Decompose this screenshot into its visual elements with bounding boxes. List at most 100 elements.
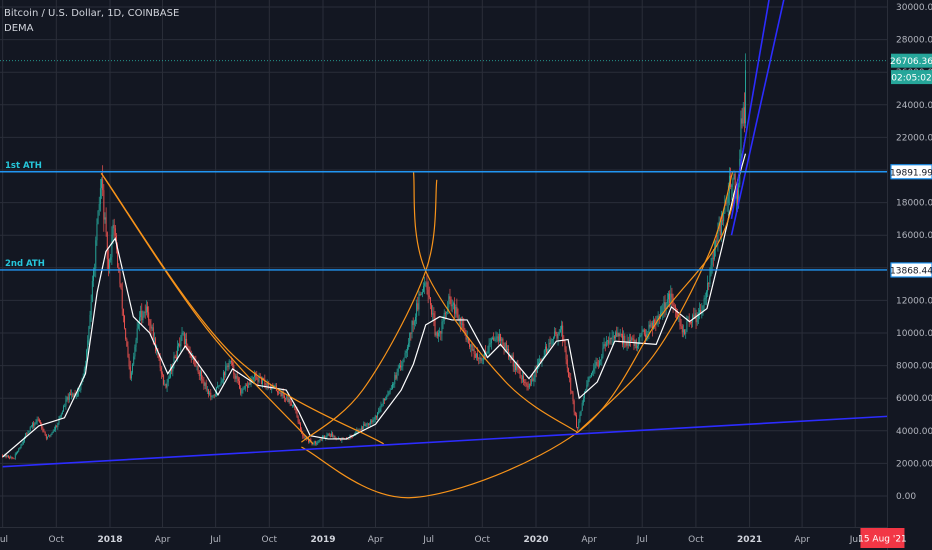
candle-body (557, 334, 559, 339)
price-label-bg (891, 53, 932, 68)
candle-body (314, 441, 316, 444)
candle-body (527, 386, 529, 388)
candle-body (288, 398, 290, 403)
candle-body (651, 322, 653, 329)
candle-body (304, 437, 306, 439)
candle-body (239, 380, 240, 389)
candle-body (458, 317, 460, 319)
candle-body (689, 322, 691, 323)
candle-body (7, 455, 9, 458)
candle-body (435, 332, 437, 336)
candle-body (528, 383, 530, 388)
candle-body (365, 425, 367, 427)
candle-body (285, 397, 286, 399)
candle-body (87, 340, 89, 351)
candle-body (254, 373, 255, 378)
candle-body (682, 329, 684, 333)
y-tick-label: 2000.00 (896, 459, 932, 469)
candle-body (366, 423, 368, 426)
candle-body (145, 306, 147, 313)
candle-body (375, 415, 377, 418)
candle-body (185, 338, 186, 345)
candle-body (318, 440, 320, 443)
candle-body (597, 365, 599, 367)
candle-body (743, 107, 745, 124)
candle-body (190, 354, 192, 358)
candle-body (208, 389, 209, 395)
candle-body (369, 423, 370, 425)
candle-body (42, 428, 44, 432)
candle-body (577, 427, 579, 428)
candle-body (579, 414, 581, 422)
candle-body (612, 336, 614, 338)
x-tick-label: Apr (155, 535, 171, 545)
candle-body (36, 419, 38, 423)
candle-body (720, 220, 722, 236)
candle-body (402, 362, 404, 367)
candle-body (531, 378, 533, 384)
candle-body (450, 298, 452, 307)
candle-body (403, 357, 405, 363)
candle-body (201, 371, 203, 380)
candle-body (496, 336, 498, 339)
candle-body (224, 372, 226, 376)
price-label-text: 13868.44 (890, 266, 932, 276)
candle-body (356, 430, 358, 434)
candle-body (524, 381, 526, 383)
candle-body (182, 332, 184, 334)
candle-body (645, 334, 646, 338)
candle-body (99, 188, 101, 204)
candle-body (454, 303, 456, 314)
candle-body (425, 282, 427, 284)
candle-body (459, 317, 461, 325)
candle-body (258, 376, 260, 382)
candle-body (162, 373, 163, 375)
candle-body (551, 339, 553, 341)
candle-body (685, 331, 687, 335)
candle-body (554, 331, 556, 338)
candle-body (76, 392, 78, 395)
candle-body (440, 331, 442, 334)
candle-body (497, 336, 499, 341)
candle-body (398, 365, 400, 369)
candle-body (737, 187, 738, 208)
candle-body (653, 319, 654, 329)
price-label-countdown: 02:05:02 (891, 70, 932, 85)
candle-body (183, 332, 185, 345)
candle-body (472, 349, 474, 351)
candle-body (534, 369, 536, 378)
candle-body (139, 317, 140, 324)
candle-body (113, 224, 115, 229)
candle-body (228, 360, 230, 368)
candle-body (232, 362, 234, 366)
candle-body (29, 427, 31, 431)
candle-body (252, 377, 254, 380)
candle-body (636, 345, 638, 349)
candle-body (641, 331, 643, 336)
candle-body (394, 375, 396, 384)
candle-body (395, 375, 397, 379)
candle-body (674, 305, 676, 311)
candle-body (114, 228, 116, 236)
candle-body (363, 423, 365, 429)
candle-body (148, 312, 150, 321)
price-label-text: 26706.36 (890, 57, 932, 67)
candle-body (666, 299, 668, 304)
candle-body (240, 388, 242, 394)
candle-body (264, 379, 266, 385)
price-label-bg (891, 262, 932, 277)
x-tick-label: Jul (849, 535, 861, 545)
candle-body (567, 368, 569, 378)
y-tick-label: 22000.00 (896, 133, 932, 143)
candle-body (302, 432, 304, 437)
candle-body (340, 438, 342, 441)
candle-body (415, 316, 416, 322)
y-tick-label: 16000.00 (896, 231, 932, 241)
candle-body (448, 296, 450, 308)
candle-body (664, 302, 666, 310)
candle-body (328, 433, 330, 437)
candle-body (359, 429, 361, 431)
candle-body (420, 293, 422, 296)
candle-body (463, 323, 465, 330)
